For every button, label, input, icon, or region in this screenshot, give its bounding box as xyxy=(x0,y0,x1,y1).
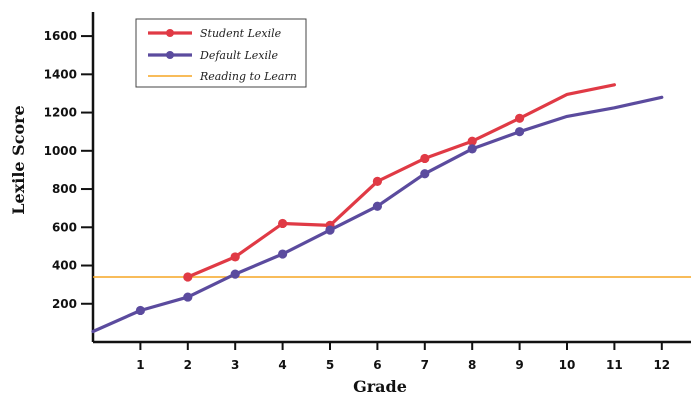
y-tick-label: 1000 xyxy=(44,144,77,158)
y-tick-label: 1600 xyxy=(44,29,77,43)
data-point-default-lexile xyxy=(230,269,240,279)
data-point-default-lexile xyxy=(135,305,145,316)
data-point-student-lexile xyxy=(515,113,525,123)
data-point-student-lexile xyxy=(183,272,193,282)
data-point-default-lexile xyxy=(278,249,288,259)
x-tick-label: 4 xyxy=(278,358,286,372)
x-tick-label: 6 xyxy=(373,358,381,372)
legend-item-student-lexile: Student Lexile xyxy=(148,27,282,40)
data-point-default-lexile xyxy=(372,201,382,211)
y-tick-label: 600 xyxy=(52,220,77,234)
tick-layer: 1 2 3 4 5 6 7 8 9 10 11 122004006008001000120014001… xyxy=(44,29,671,372)
legend: Student Lexile Default Lexile Reading to L… xyxy=(135,18,307,88)
legend-label: Reading to Learn xyxy=(199,70,297,83)
legend-label: Student Lexile xyxy=(200,27,282,40)
legend-swatch-marker xyxy=(166,29,174,37)
series-layer xyxy=(91,83,664,334)
y-tick-label: 800 xyxy=(52,182,77,196)
data-point-default-lexile xyxy=(467,144,477,154)
x-axis-title: Grade xyxy=(353,377,407,393)
legend-item-reading-to-learn: Reading to Learn xyxy=(148,70,297,83)
data-point-student-lexile xyxy=(467,136,477,146)
x-tick-label: 12 xyxy=(653,358,670,372)
x-tick-label: 5 xyxy=(326,358,334,372)
x-tick-label: 9 xyxy=(515,358,523,372)
data-point-default-lexile xyxy=(420,169,430,179)
y-tick-label: 1200 xyxy=(44,106,77,120)
y-axis-title: Lexile Score xyxy=(9,105,28,214)
data-point-default-lexile xyxy=(325,225,335,235)
x-tick-label: 1 xyxy=(136,358,144,372)
legend-swatch-marker xyxy=(166,51,174,59)
y-tick-label: 1400 xyxy=(44,67,77,81)
data-point-student-lexile xyxy=(230,252,240,262)
data-point-default-lexile xyxy=(183,292,193,302)
legend-item-default-lexile: Default Lexile xyxy=(148,49,279,62)
legend-label: Default Lexile xyxy=(199,49,279,62)
x-tick-label: 2 xyxy=(184,358,192,372)
data-point-student-lexile xyxy=(420,153,430,164)
x-tick-label: 3 xyxy=(231,358,239,372)
data-point-default-lexile xyxy=(515,127,525,137)
x-tick-label: 8 xyxy=(468,358,476,372)
x-tick-label: 10 xyxy=(559,358,576,372)
x-tick-label: 11 xyxy=(606,358,623,372)
series-line-default-lexile xyxy=(91,95,664,334)
x-tick-label: 7 xyxy=(421,358,429,372)
y-tick-label: 400 xyxy=(52,259,77,273)
y-tick-label: 200 xyxy=(52,297,77,311)
series-line-student-lexile xyxy=(186,83,617,279)
data-point-student-lexile xyxy=(372,176,382,186)
data-point-student-lexile xyxy=(278,218,288,229)
